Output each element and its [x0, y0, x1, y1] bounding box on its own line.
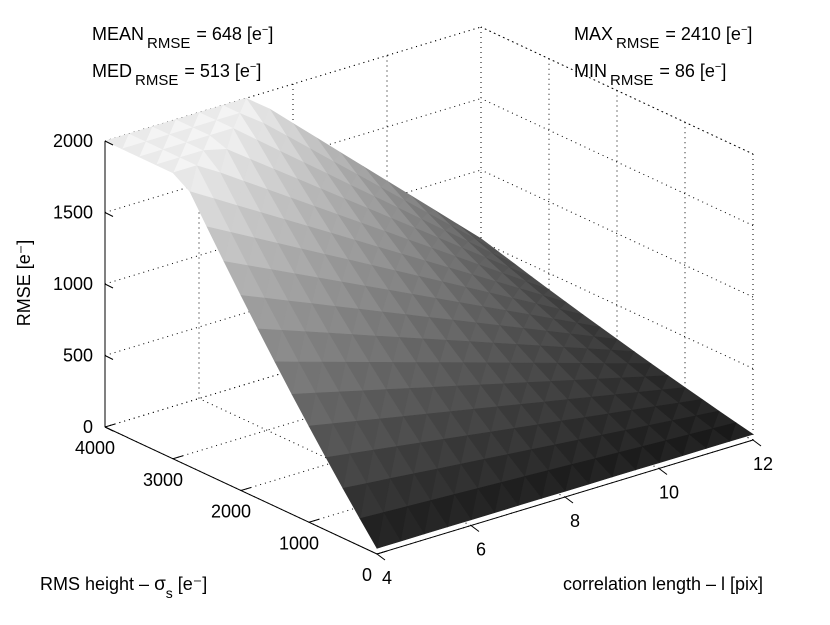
x-tick-label: 4 [382, 568, 392, 588]
y-tick [104, 423, 116, 428]
y-axis-label: RMS height – σs [e⁻] [40, 574, 207, 601]
surface-facet [325, 453, 350, 489]
y-tick [240, 487, 252, 491]
z-tick [104, 283, 114, 289]
y-axis-label-symbol: σ [154, 574, 166, 595]
surface-facet [342, 483, 367, 519]
surface-facet [240, 295, 265, 330]
grid-line-back-wall-z [104, 98, 482, 213]
surface-facet [291, 392, 316, 427]
y-tick-label: 4000 [75, 438, 115, 458]
surface-facet [155, 157, 180, 174]
grid-line-side-wall-z [480, 169, 754, 298]
med-rmse-stat: MED RMSE = 513 [e−] [92, 61, 262, 89]
y-tick-label: 0 [362, 565, 372, 585]
y-axis-label-prefix: RMS height – [40, 574, 154, 594]
surface-facet [308, 423, 333, 458]
med-sub: RMSE [135, 72, 179, 89]
y-axis-label-unit: [e⁻] [173, 574, 208, 594]
z-tick-label: 1500 [53, 203, 93, 223]
y-tick-label: 1000 [279, 533, 319, 553]
max-label: MAX [574, 24, 614, 44]
z-tick-label: 0 [83, 417, 93, 437]
mean-unit-sup: − [261, 24, 269, 36]
axis-box-edge [480, 26, 754, 155]
x-tick [658, 468, 668, 475]
surface-facet [206, 226, 231, 262]
z-tick [104, 212, 114, 217]
min-close: ] [721, 61, 727, 81]
x-tick [470, 525, 480, 532]
grid-line-floor-y [172, 344, 550, 460]
x-tick [564, 496, 574, 504]
z-tick-label: 1000 [53, 274, 93, 294]
y-tick-label: 2000 [211, 502, 251, 522]
grid-line-floor-y [240, 376, 618, 491]
x-tick-label: 8 [570, 511, 580, 531]
med-close: ] [256, 61, 262, 81]
mean-value: = 648 [e [196, 24, 262, 44]
x-axis-label: correlation length – l [pix] [563, 574, 763, 594]
mean-label: MEAN [92, 24, 145, 44]
med-value: = 513 [e [184, 61, 250, 81]
med-unit-sup: − [249, 61, 257, 73]
grid-line-floor-y [104, 312, 482, 428]
z-tick-label: 500 [63, 346, 93, 366]
mean-close: ] [268, 24, 274, 44]
max-unit-sup: − [740, 24, 748, 36]
min-value: = 86 [e [659, 61, 715, 81]
min-unit-sup: − [714, 61, 722, 73]
surface-layer [104, 98, 754, 549]
max-sub: RMSE [616, 35, 660, 52]
surface-facet [104, 133, 129, 150]
surface-facet [138, 149, 163, 166]
surface-facet [172, 165, 197, 192]
grid-line-side-wall-z [480, 241, 754, 369]
z-tick-label: 2000 [53, 131, 93, 151]
min-label: MIN [574, 61, 607, 81]
y-tick [308, 518, 320, 523]
x-tick-label: 12 [753, 454, 773, 474]
surface-facet [257, 328, 282, 363]
y-tick-label: 3000 [143, 470, 183, 490]
max-close: ] [747, 24, 753, 44]
z-axis-label: RMSE [e⁻] [14, 240, 34, 327]
grid-line-back-wall-z [104, 241, 482, 356]
surface-facet [274, 361, 299, 395]
x-tick [376, 553, 386, 561]
surface-facet [121, 141, 146, 158]
y-tick [376, 550, 388, 555]
z-tick [104, 355, 114, 360]
grid-line-back-wall-z [104, 169, 482, 285]
surface-facet [189, 191, 214, 228]
surface-facet [359, 512, 384, 549]
x-tick-label: 6 [476, 540, 486, 560]
max-rmse-stat: MAX RMSE = 2410 [e−] [574, 24, 753, 52]
x-tick-label: 10 [659, 483, 679, 503]
min-sub: RMSE [610, 72, 654, 89]
min-rmse-stat: MIN RMSE = 86 [e−] [574, 61, 727, 89]
y-axis-label-sub: s [166, 585, 173, 601]
max-value: = 2410 [e [665, 24, 741, 44]
z-tick [104, 140, 114, 146]
mean-sub: RMSE [147, 35, 191, 52]
z-tick [104, 426, 114, 432]
surface-facet [223, 261, 248, 296]
mean-rmse-stat: MEAN RMSE = 648 [e−] [92, 24, 274, 52]
med-label: MED [92, 61, 132, 81]
grid-line-side-wall-z [480, 98, 754, 226]
x-tick [752, 439, 762, 447]
y-tick [172, 455, 184, 460]
